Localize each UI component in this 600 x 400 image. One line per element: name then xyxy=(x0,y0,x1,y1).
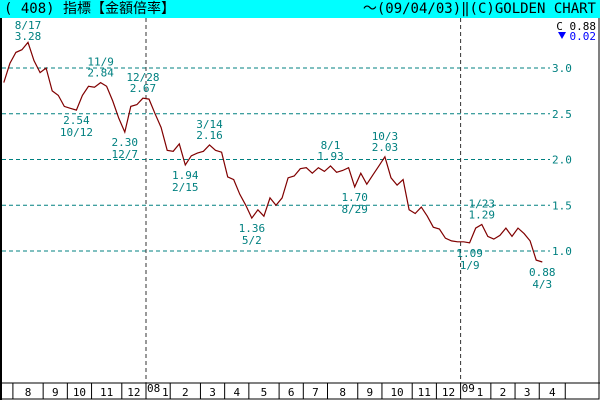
annotation-date: 11/9 xyxy=(87,56,114,69)
x-month-label: 4 xyxy=(549,386,556,399)
annotation-date: 1/9 xyxy=(460,259,480,272)
x-month-label: 11 xyxy=(100,386,113,399)
x-month-label: 2 xyxy=(182,386,189,399)
triangle-down-icon xyxy=(558,32,566,39)
series-line xyxy=(3,41,543,263)
annotation-value: 2.67 xyxy=(130,82,157,95)
y-tick-label: 3.0 xyxy=(552,62,572,75)
annotation-value: 2.54 xyxy=(63,114,90,127)
x-month-label: 3 xyxy=(209,386,216,399)
annotation-value: 1.36 xyxy=(239,222,266,235)
x-month-label: 8 xyxy=(339,386,346,399)
annotation-value: 2.16 xyxy=(196,129,223,142)
annotation-date: 8/17 xyxy=(15,19,42,32)
annotation-date: 4/3 xyxy=(532,278,552,291)
last-close: C 0.88 xyxy=(556,20,596,33)
x-month-label: 6 xyxy=(288,386,295,399)
annotation-value: 3.28 xyxy=(15,30,42,43)
change-value: 0.02 xyxy=(570,30,597,43)
annotation-value: 1.09 xyxy=(456,247,483,260)
annotation-date: 12/7 xyxy=(112,148,139,161)
x-month-label: 3 xyxy=(524,386,531,399)
y-tick-label: 1.5 xyxy=(552,199,572,212)
annotation-value: 1.93 xyxy=(317,150,344,163)
annotation-date: 12/28 xyxy=(126,71,159,84)
annotation-value: 1.94 xyxy=(172,169,199,182)
y-tick-label: 1.0 xyxy=(552,245,572,258)
x-month-label: 7 xyxy=(312,386,319,399)
x-month-label: 9 xyxy=(367,386,374,399)
annotation-value: 2.84 xyxy=(87,67,114,80)
annotation-date: 8/29 xyxy=(341,203,368,216)
annotation-date: 10/12 xyxy=(60,126,93,139)
chart-title: ( 408) 指標【金額倍率】 xyxy=(4,1,176,17)
annotation-value: 2.30 xyxy=(112,136,139,149)
x-month-label: 12 xyxy=(127,386,140,399)
x-month-label: 12 xyxy=(442,386,455,399)
x-month-label: 10 xyxy=(73,386,86,399)
annotation-value: 0.88 xyxy=(529,266,556,279)
annotation-value: 1.29 xyxy=(469,208,496,221)
x-month-label: 8 xyxy=(25,386,32,399)
annotation-value: 1.70 xyxy=(341,191,368,204)
x-year-label: 09 xyxy=(462,382,475,395)
annotation-date: 5/2 xyxy=(242,234,262,247)
x-year-label: 08 xyxy=(147,382,160,395)
annotation-value: 2.03 xyxy=(372,141,399,154)
annotation-date: 2/15 xyxy=(172,181,199,194)
x-month-label: 1 xyxy=(162,386,169,399)
title-bar: ( 408) 指標【金額倍率】 ～(09/04/03)‖(C)GOLDEN CH… xyxy=(0,0,600,18)
x-month-label: 5 xyxy=(261,386,268,399)
x-month-label: 2 xyxy=(500,386,507,399)
annotation-date: 8/1 xyxy=(321,139,341,152)
annotation-date: 3/14 xyxy=(196,118,223,131)
x-month-label: 1 xyxy=(477,386,484,399)
x-month-label: 11 xyxy=(418,386,431,399)
x-month-label: 4 xyxy=(233,386,240,399)
y-tick-label: 2.5 xyxy=(552,108,572,121)
annotation-date: 10/3 xyxy=(372,130,399,143)
date-copyright: ～(09/04/03)‖(C)GOLDEN CHART xyxy=(362,1,596,17)
y-tick-label: 2.0 xyxy=(552,154,572,167)
annotation-date: 1/23 xyxy=(469,197,496,210)
x-month-label: 10 xyxy=(390,386,403,399)
x-month-label: 9 xyxy=(52,386,59,399)
